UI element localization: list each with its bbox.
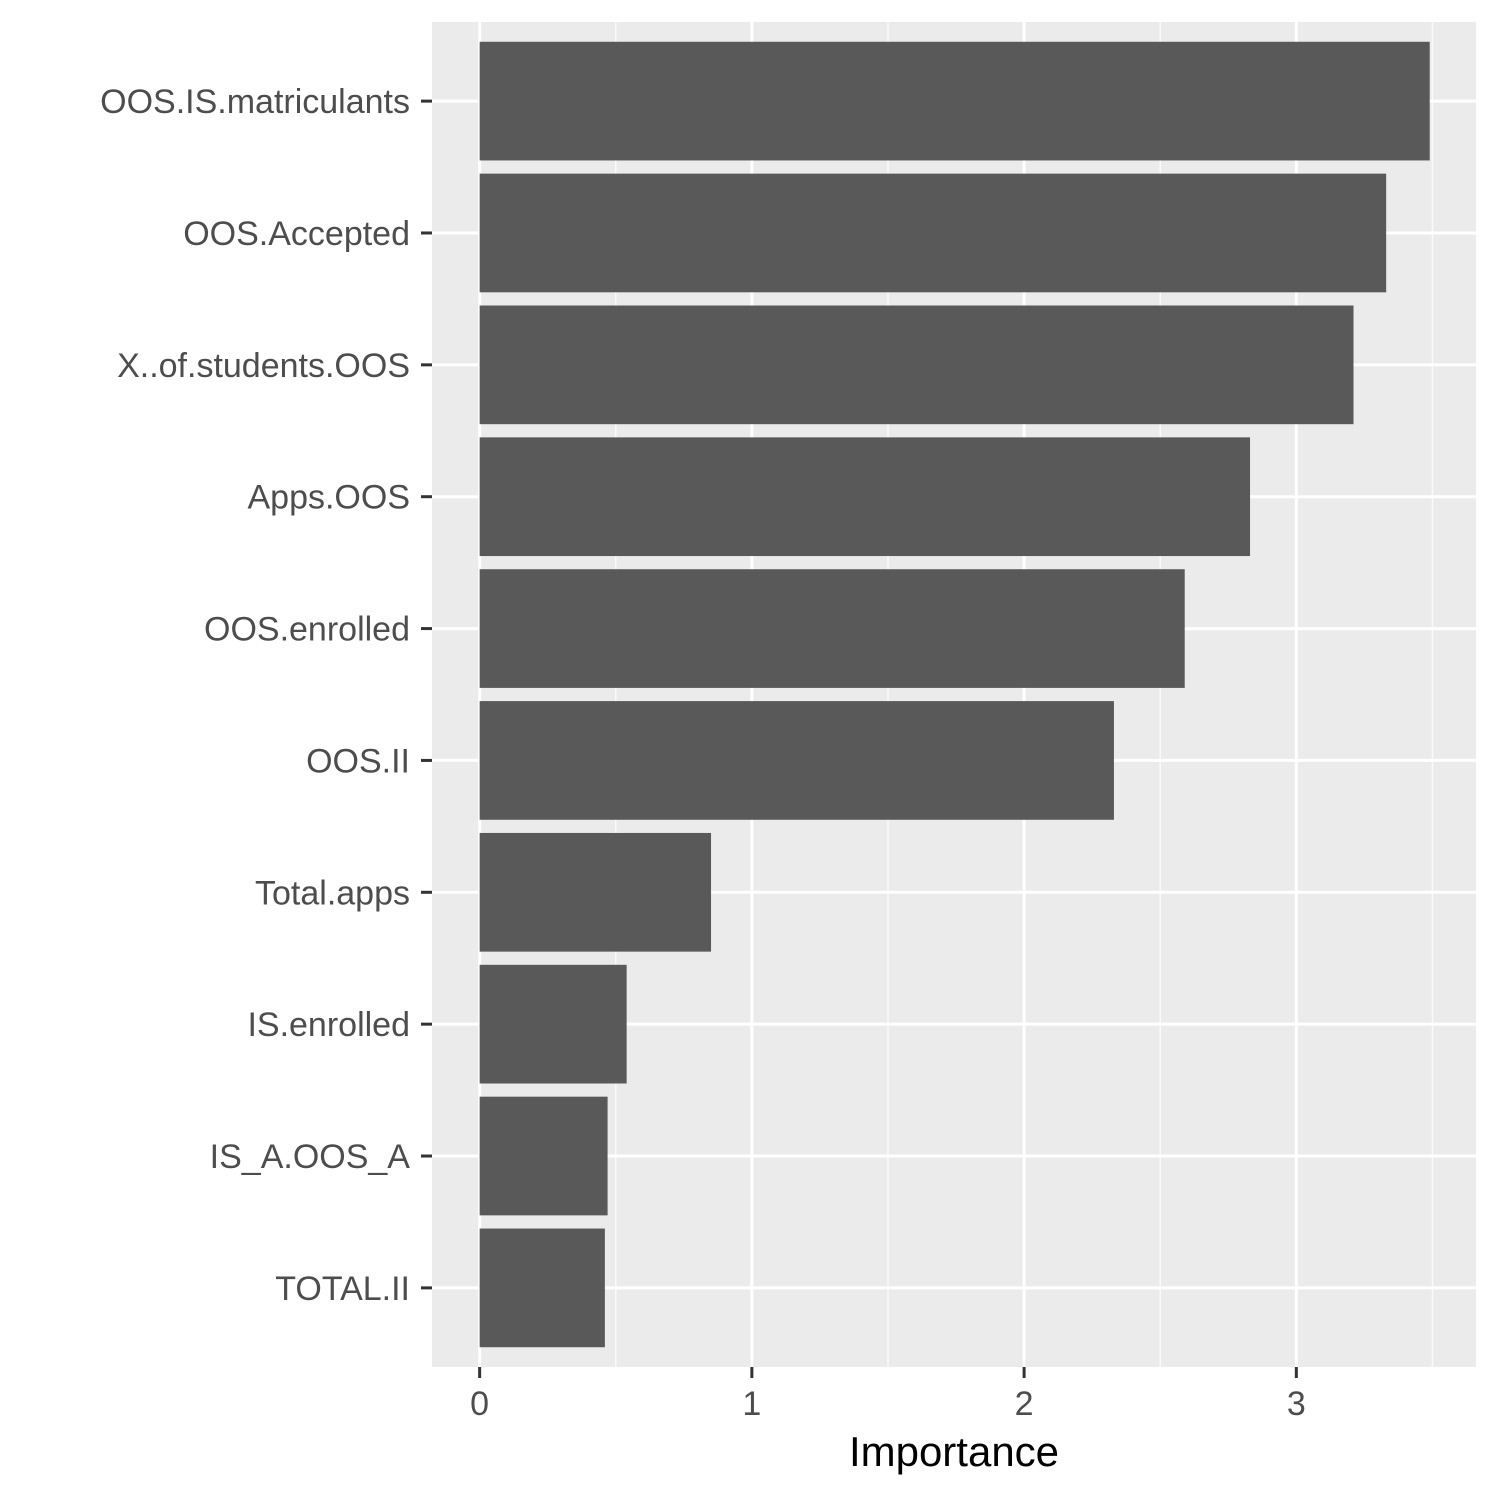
bar-total-apps [479, 832, 712, 952]
bar-oos-enrolled [479, 569, 1185, 688]
bar-is-enrolled [479, 964, 627, 1084]
y-tick-label: IS_A.OOS_A [210, 1138, 411, 1176]
x-axis: 0 1 2 3 [470, 1367, 1306, 1423]
bar-oos-ii [479, 701, 1114, 820]
y-tick-label: Total.apps [255, 874, 410, 912]
y-tick-label: OOS.enrolled [204, 611, 410, 649]
x-tick-label: 1 [742, 1385, 761, 1423]
x-axis-title: Importance [849, 1428, 1059, 1475]
bar-x-of-students-oos [479, 305, 1354, 425]
y-tick-label: IS.enrolled [247, 1006, 410, 1044]
y-tick-label: Apps.OOS [247, 479, 410, 517]
bar-is-a-oos-a [479, 1096, 608, 1216]
y-tick-label: OOS.IS.matriculants [100, 83, 410, 121]
y-tick-label: TOTAL.II [275, 1270, 410, 1308]
bar-oos-is-matriculants [479, 41, 1430, 161]
y-axis: OOS.IS.matriculants OOS.Accepted X..of.stu… [100, 83, 432, 1308]
y-tick-label: OOS.II [306, 742, 410, 780]
x-tick-label: 2 [1015, 1385, 1034, 1423]
y-tick-label: X..of.students.OOS [117, 347, 410, 385]
x-tick-label: 0 [470, 1385, 489, 1423]
y-tick-label: OOS.Accepted [183, 215, 410, 253]
x-tick-label: 3 [1287, 1385, 1306, 1423]
bars [479, 41, 1430, 1348]
bar-total-ii [479, 1228, 605, 1348]
bar-apps-oos [479, 437, 1251, 557]
bar-oos-accepted [479, 173, 1387, 293]
